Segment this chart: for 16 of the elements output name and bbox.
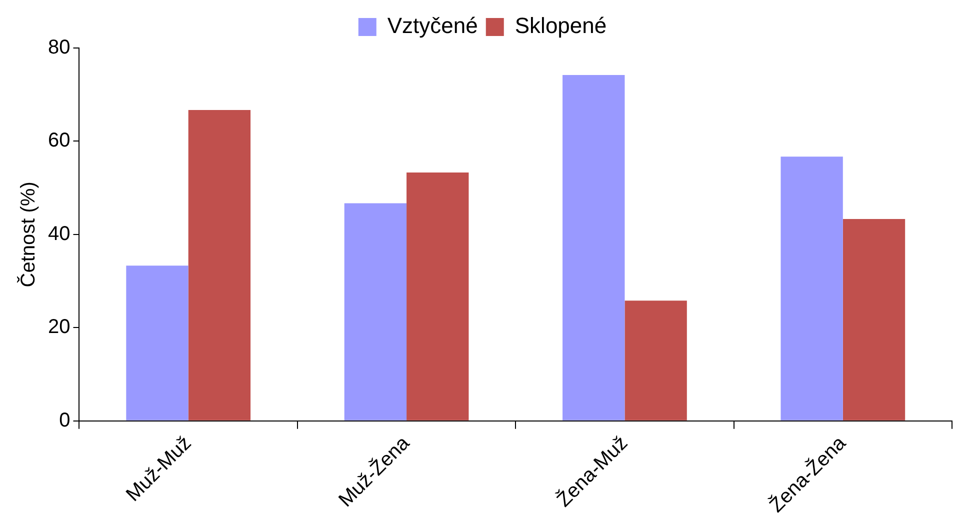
legend-label: Vztyčené (387, 13, 478, 38)
y-tick-label: 60 (48, 130, 70, 152)
legend-label: Sklopené (514, 13, 607, 38)
y-tick-label: 40 (48, 222, 70, 245)
y-tick-label: 0 (59, 409, 70, 432)
bar (188, 110, 251, 420)
bar (126, 266, 188, 420)
y-tick-label: 20 (48, 316, 70, 338)
bar (562, 75, 625, 420)
y-axis-title: Četnost (%) (16, 182, 40, 288)
bar (624, 300, 687, 420)
bar (780, 156, 843, 420)
bar (406, 172, 469, 420)
y-tick-label: 80 (48, 36, 70, 59)
bar (344, 203, 407, 420)
bar (842, 219, 906, 420)
